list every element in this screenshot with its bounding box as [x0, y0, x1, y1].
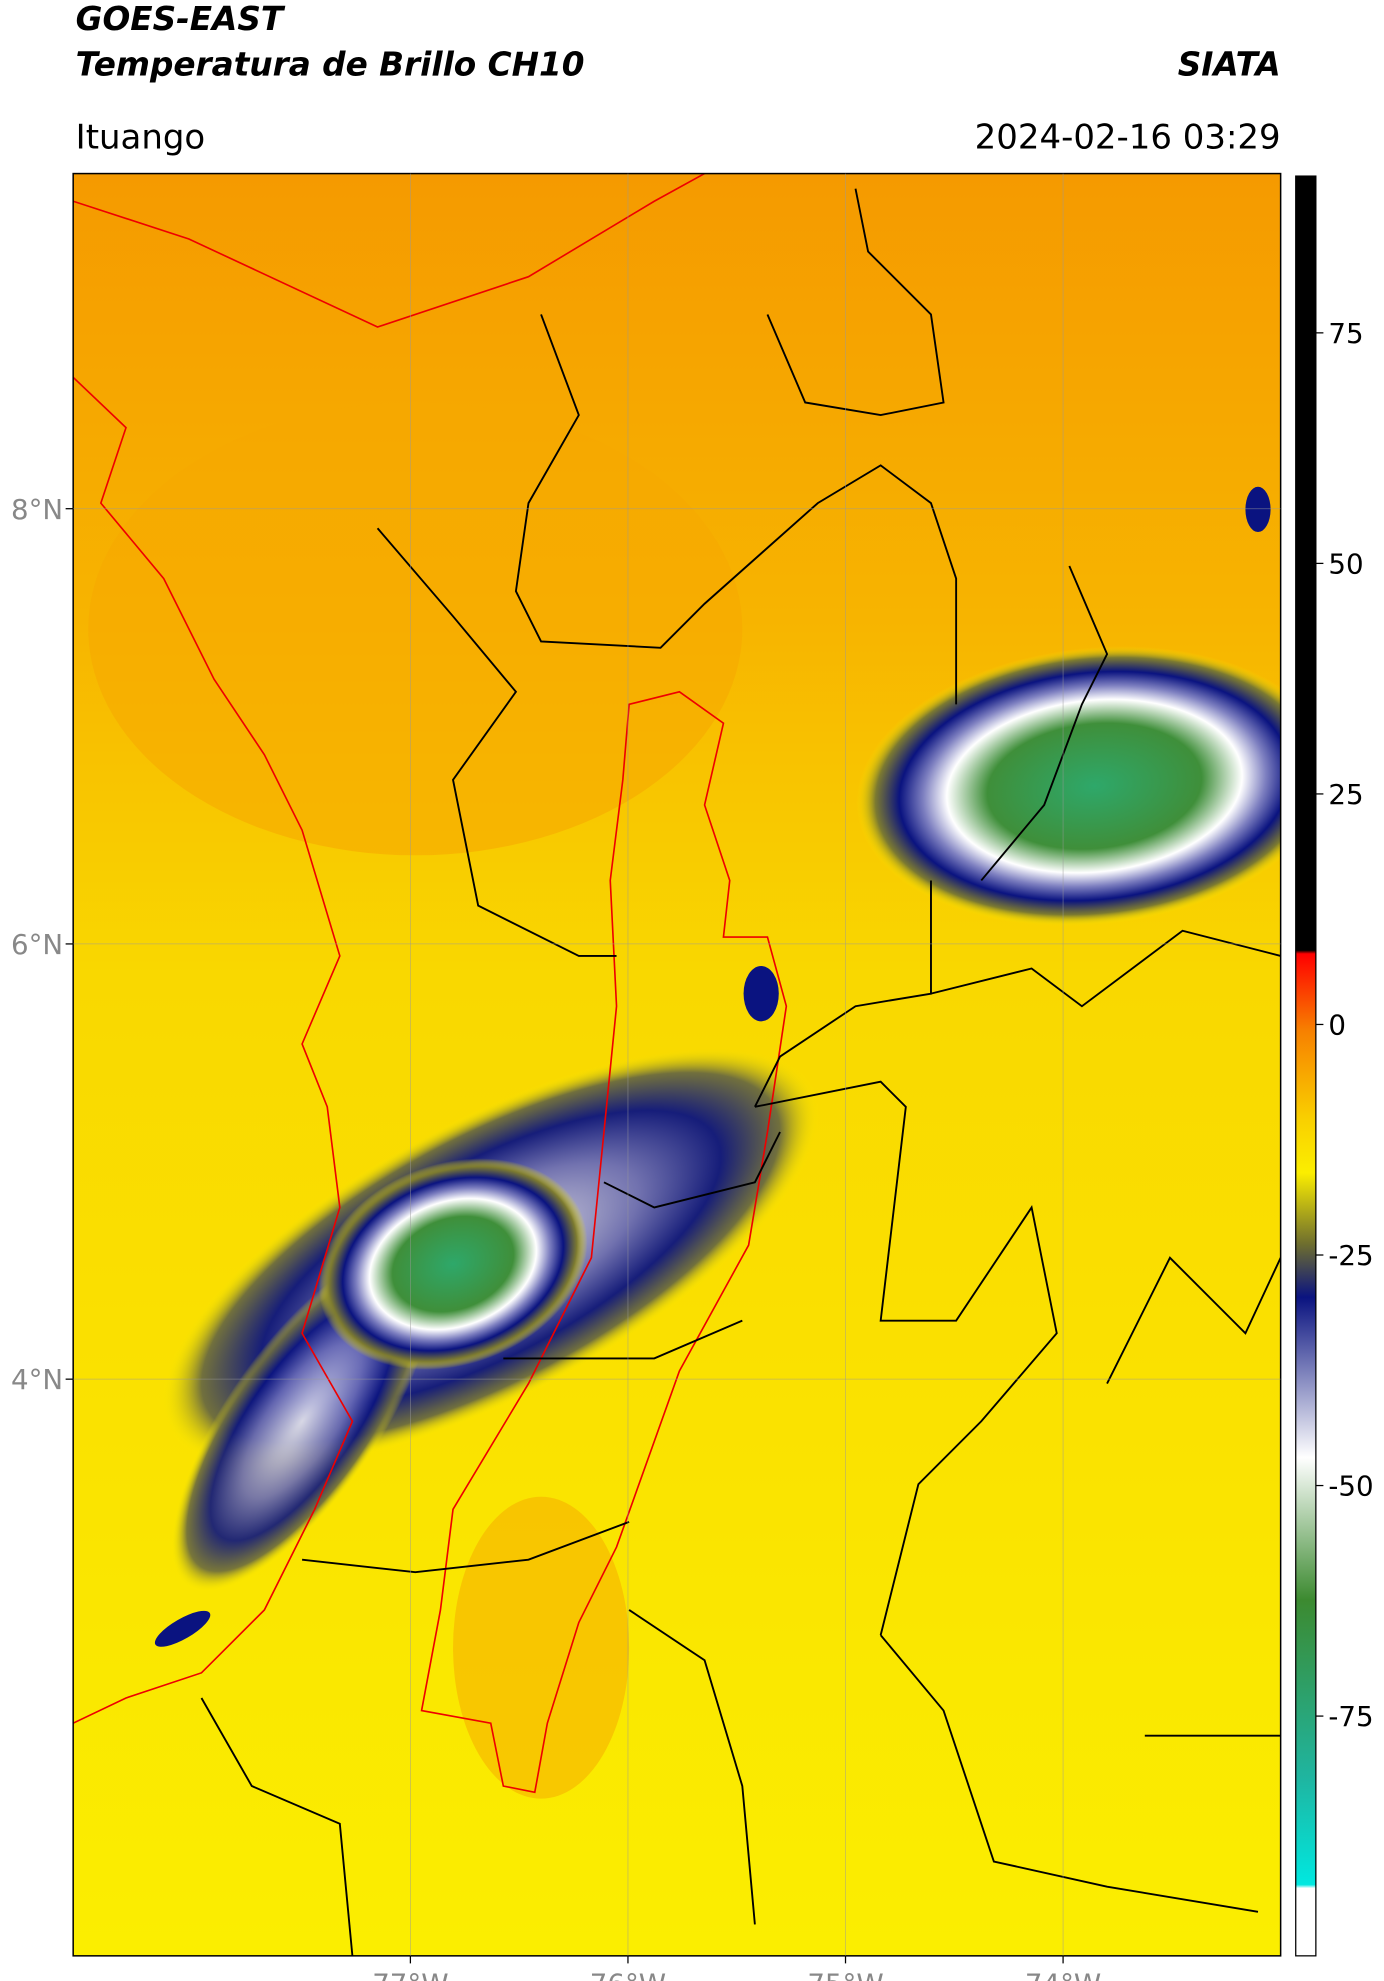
satellite-image	[73, 173, 1281, 1956]
datetime: 2024-02-16 03:29	[975, 117, 1281, 157]
region: Ituango	[76, 117, 206, 157]
x-tick-label: 74°W	[1025, 1968, 1101, 1981]
x-tick-label: 76°W	[590, 1968, 666, 1981]
colorbar-tick-label: 50	[1328, 547, 1363, 580]
x-tick-label: 75°W	[807, 1968, 883, 1981]
borders	[73, 173, 1281, 1956]
colorbar	[1295, 175, 1317, 1957]
x-tick-label: 77°W	[372, 1968, 448, 1981]
satellite: GOES-EAST	[76, 0, 286, 38]
colorbar-tick-label: -25	[1328, 1239, 1373, 1272]
source: SIATA	[1178, 45, 1281, 83]
colorbar-tick-label: 75	[1328, 317, 1363, 350]
y-tick-label: 8°N	[11, 493, 63, 526]
colorbar-tick-label: -75	[1328, 1700, 1373, 1733]
colorbar-tick-label: 25	[1328, 778, 1363, 811]
product: Temperatura de Brillo CH10	[76, 45, 585, 83]
colorbar-tick-label: 0	[1328, 1009, 1346, 1042]
y-tick-label: 4°N	[11, 1363, 63, 1396]
y-tick-label: 6°N	[11, 928, 63, 961]
map-frame	[72, 172, 1282, 1957]
colorbar-tick-label: -50	[1328, 1470, 1373, 1503]
